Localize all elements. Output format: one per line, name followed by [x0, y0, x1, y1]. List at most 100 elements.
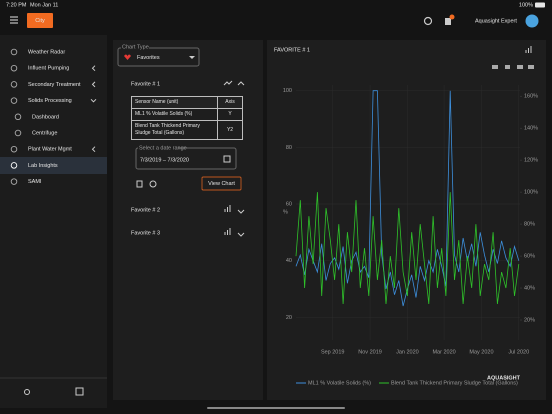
chart-panel	[267, 40, 546, 400]
theme-icon[interactable]	[24, 389, 30, 395]
nav-chevron	[91, 81, 96, 88]
nav-icon	[14, 129, 22, 137]
y2-tick-label: 100%	[524, 190, 538, 196]
nav-icon	[10, 162, 18, 169]
nav-item[interactable]: Lab Insights	[28, 163, 58, 169]
user-name: Aquasight Expert	[475, 18, 517, 24]
legend-label[interactable]: Blend Tank Thickend Primary Sludge Total…	[391, 380, 518, 386]
x-tick-label: Nov 2019	[358, 349, 382, 355]
y-tick-label: 40	[286, 258, 292, 264]
sensor-axis: Y	[217, 108, 243, 121]
nav-chevron	[90, 98, 97, 103]
date-range-label: Select a date range	[139, 145, 187, 151]
y2-tick-label: 20%	[524, 317, 535, 323]
nav-chevron	[91, 65, 96, 72]
y-tick-label: 60	[286, 201, 292, 207]
favorite-icons[interactable]	[224, 228, 245, 237]
chart-icon[interactable]	[525, 46, 532, 53]
y-tick-label: 80	[286, 145, 292, 151]
battery-icon	[535, 2, 545, 8]
label-bg	[138, 145, 178, 151]
settings-icon[interactable]	[423, 16, 433, 26]
status-battery: 100%	[519, 2, 533, 8]
chart-type-select[interactable]	[117, 47, 200, 67]
notification-badge	[449, 14, 455, 20]
favorite-icons[interactable]	[224, 205, 245, 214]
home-indicator	[207, 407, 345, 409]
y2-tick-label: 80%	[524, 222, 535, 228]
nav-item[interactable]: Influent Pumping	[28, 66, 69, 72]
status-time: 7:20 PM	[6, 2, 27, 8]
x-tick-label: Mar 2020	[432, 349, 455, 355]
chart-type-label: Chart Type	[122, 44, 149, 50]
sensor-table: Sensor Name (unit) Axis ML1 % Volatile So…	[131, 96, 243, 140]
site-label[interactable]: City	[35, 18, 45, 24]
favorite-title[interactable]: Favorite # 2	[131, 207, 160, 213]
notification-icon[interactable]	[445, 18, 451, 25]
site-button[interactable]	[27, 13, 53, 28]
favorites-panel	[113, 40, 263, 400]
series-line	[295, 90, 520, 307]
caret	[189, 56, 195, 59]
chart-toolbar[interactable]	[492, 65, 534, 69]
favorite-title[interactable]: Favorite # 3	[131, 230, 160, 236]
collapse-icon[interactable]	[75, 387, 84, 396]
nav-icon	[10, 178, 18, 185]
nav-item[interactable]: Solids Processing	[28, 98, 72, 104]
sidebar-active	[0, 157, 107, 174]
legend-label[interactable]: ML1 % Volatile Solids (%)	[308, 380, 371, 386]
nav-icon	[14, 113, 22, 121]
brand: AQUASIGHT	[487, 375, 521, 381]
nav-item[interactable]: Centrifuge	[32, 130, 57, 136]
collapse-chevron[interactable]	[237, 81, 245, 86]
y2-tick-label: 40%	[524, 285, 535, 291]
nav-icon	[10, 81, 18, 88]
menu-icon[interactable]	[10, 16, 18, 24]
view-chart-button[interactable]	[201, 176, 242, 191]
nav-icon	[10, 97, 18, 104]
date-range-field[interactable]	[135, 147, 237, 170]
nav-item[interactable]: Plant Water Mgmt	[28, 147, 72, 153]
series-line	[295, 192, 520, 305]
heart-icon	[124, 54, 131, 60]
sensor-axis: Y2	[217, 120, 243, 140]
chart-type-value[interactable]: Favorites	[137, 55, 160, 61]
date-range-value[interactable]: 7/3/2019 – 7/3/2020	[140, 157, 189, 163]
nav-item[interactable]: Weather Radar	[28, 49, 65, 55]
sensor-name: Blend Tank Thickend Primary Sludge Total…	[131, 120, 218, 140]
table-header: Sensor Name (unit)	[131, 96, 218, 109]
y2-tick-label: 60%	[524, 254, 535, 260]
avatar[interactable]	[525, 14, 539, 28]
x-tick-label: Sep 2019	[321, 349, 345, 355]
line-chart-icon[interactable]	[223, 80, 233, 86]
nav-item[interactable]: Secondary Treatment	[28, 82, 81, 88]
x-tick-label: May 2020	[469, 349, 493, 355]
y-tick-label: 100	[283, 88, 292, 94]
y2-tick-label: 120%	[524, 158, 538, 164]
sensor-name: ML1 % Volatile Solids (%)	[131, 108, 218, 121]
nav-icon	[10, 64, 18, 72]
favorite-title[interactable]: Favorite # 1	[131, 81, 160, 87]
view-chart-label[interactable]: View Chart	[208, 181, 235, 187]
table-header: Axis	[217, 96, 243, 109]
apply-icon[interactable]	[149, 180, 157, 188]
y-tick-label: 20	[286, 315, 292, 321]
y2-tick-label: 140%	[524, 126, 538, 132]
sidebar	[0, 35, 107, 408]
label-bg	[121, 44, 149, 50]
status-date: Mon Jan 11	[30, 2, 58, 8]
chart-title: FAVORITE # 1	[274, 47, 310, 53]
y-axis-label: %	[283, 209, 288, 215]
nav-icon	[10, 48, 18, 56]
x-tick-label: Jul 2020	[508, 349, 529, 355]
nav-icon	[10, 145, 18, 153]
x-tick-label: Jan 2020	[396, 349, 419, 355]
nav-chevron	[91, 146, 96, 153]
delete-icon[interactable]	[136, 180, 143, 188]
y2-tick-label: 160%	[524, 94, 538, 100]
nav-item[interactable]: SAMI	[28, 179, 42, 185]
calendar-icon[interactable]	[223, 155, 231, 163]
nav-item[interactable]: Dashboard	[32, 114, 59, 120]
